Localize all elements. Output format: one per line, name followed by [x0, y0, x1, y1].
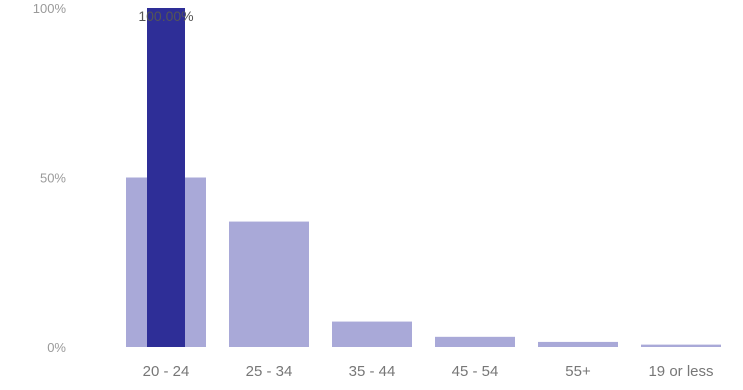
bars-series-1	[126, 177, 721, 347]
x-axis: 20 - 24 25 - 34 35 - 44 45 - 54 55+ 19 or les…	[143, 363, 714, 380]
bar[interactable]	[332, 321, 412, 347]
x-tick-label: 45 - 54	[452, 363, 499, 380]
y-axis: 0% 50% 100%	[33, 1, 67, 355]
x-tick-label: 20 - 24	[143, 363, 190, 380]
y-tick-label: 0%	[47, 340, 66, 355]
data-labels: 100.00%	[138, 8, 193, 24]
data-label: 100.00%	[138, 8, 193, 24]
bar[interactable]	[641, 344, 721, 347]
x-tick-label: 25 - 34	[246, 363, 293, 380]
y-tick-label: 100%	[33, 1, 67, 16]
x-tick-label: 55+	[565, 363, 591, 380]
bar[interactable]	[538, 341, 618, 347]
x-tick-label: 35 - 44	[349, 363, 396, 380]
bars-series-2	[147, 8, 185, 347]
bar-highlighted[interactable]	[147, 8, 185, 347]
x-tick-label: 19 or less	[648, 363, 713, 380]
bar[interactable]	[435, 336, 515, 347]
y-tick-label: 50%	[40, 171, 66, 186]
bar[interactable]	[229, 221, 309, 347]
